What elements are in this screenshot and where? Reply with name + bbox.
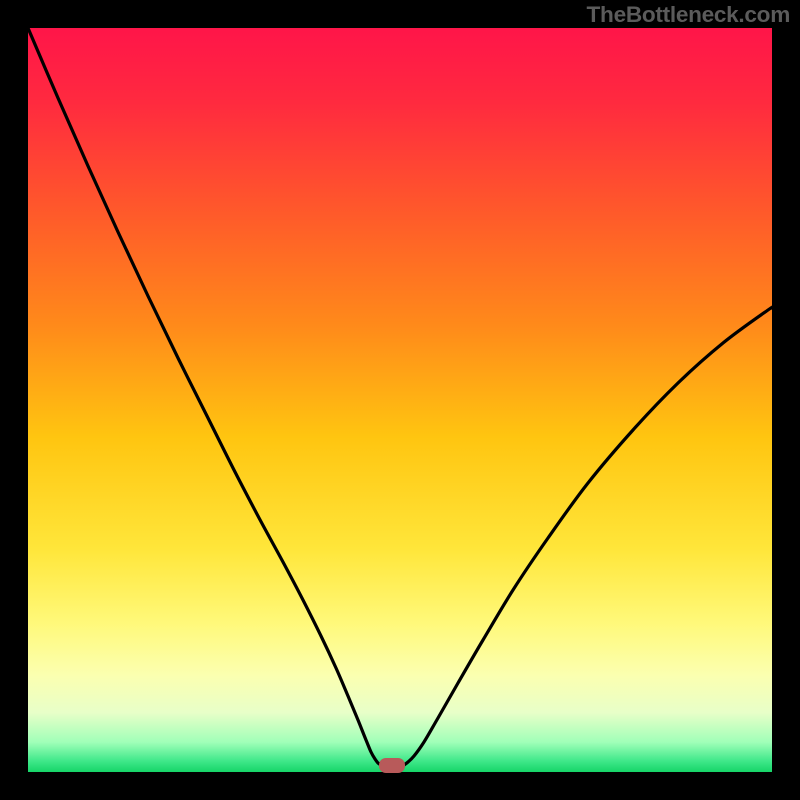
chart-svg bbox=[28, 28, 772, 772]
bottleneck-marker bbox=[379, 758, 405, 773]
watermark-text: TheBottleneck.com bbox=[587, 2, 790, 28]
plot-area bbox=[28, 28, 772, 772]
